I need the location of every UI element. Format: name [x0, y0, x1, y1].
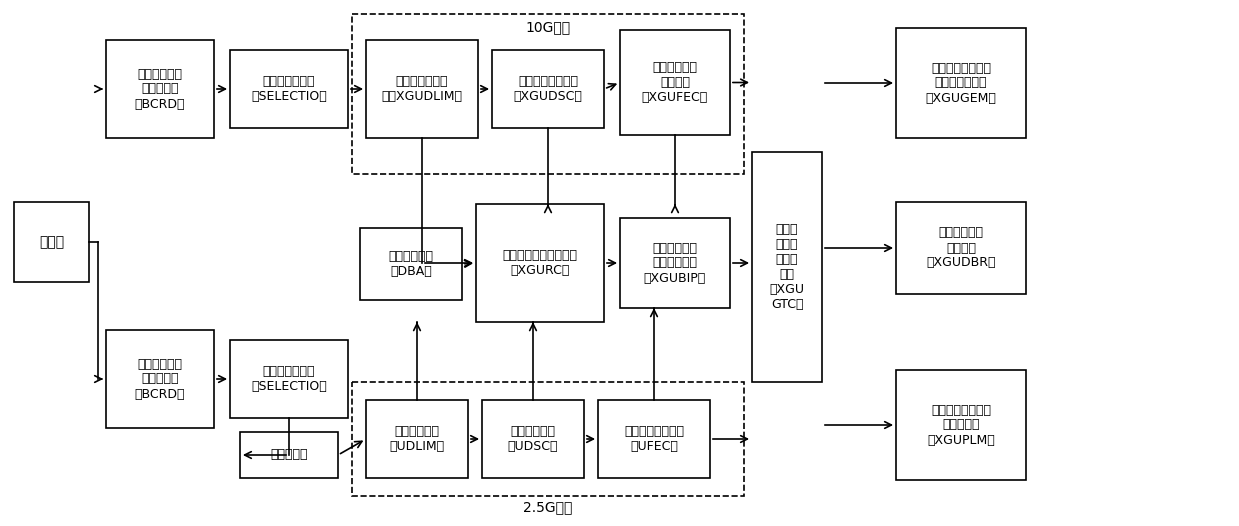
Text: 上行前向纠错单元
（UFEC）: 上行前向纠错单元 （UFEC） — [624, 425, 684, 453]
Text: 万兆上行前向
纠错单元
（XGUFEC）: 万兆上行前向 纠错单元 （XGUFEC） — [642, 61, 709, 104]
Text: 万兆无源光网络封
装方式解帧单元
（XGUGEM）: 万兆无源光网络封 装方式解帧单元 （XGUGEM） — [926, 62, 996, 105]
Bar — [492, 50, 603, 128]
Text: 万兆上行接收控制单元
（XGURC）: 万兆上行接收控制单元 （XGURC） — [503, 249, 577, 277]
Bar — [896, 370, 1026, 480]
Bar — [352, 14, 743, 174]
Bar — [752, 152, 821, 382]
Bar — [230, 50, 348, 128]
Text: 差分转单端单元
（SELECTIO）: 差分转单端单元 （SELECTIO） — [252, 75, 327, 103]
Bar — [598, 400, 710, 478]
Text: 上行突发时钟
和数据恢复
（BCRD）: 上行突发时钟 和数据恢复 （BCRD） — [135, 358, 186, 400]
Text: 光模块: 光模块 — [38, 235, 64, 249]
Text: 10G通路: 10G通路 — [525, 20, 571, 34]
Text: 带宽动态分配
（DBA）: 带宽动态分配 （DBA） — [389, 250, 434, 278]
Bar — [896, 28, 1026, 138]
Text: 降采样单元: 降采样单元 — [270, 449, 307, 461]
Bar — [14, 202, 89, 282]
Bar — [107, 40, 214, 138]
Bar — [230, 340, 348, 418]
Text: 上行突发时钟
和数据恢复
（BCRD）: 上行突发时钟 和数据恢复 （BCRD） — [135, 67, 186, 110]
Bar — [240, 432, 338, 478]
Bar — [620, 218, 730, 308]
Text: 万兆上行比特
间插奇偶校验
（XGUBIP）: 万兆上行比特 间插奇偶校验 （XGUBIP） — [644, 241, 706, 285]
Bar — [352, 382, 743, 496]
Text: 万兆上行定界单
元（XGUDLIM）: 万兆上行定界单 元（XGUDLIM） — [382, 75, 462, 103]
Bar — [366, 40, 478, 138]
Bar — [361, 228, 462, 300]
Text: 上行解扰单元
（UDSC）: 上行解扰单元 （UDSC） — [508, 425, 559, 453]
Text: 万兆上行动态
带宽报告
（XGUDBR）: 万兆上行动态 带宽报告 （XGUDBR） — [927, 227, 996, 269]
Text: 2.5G通路: 2.5G通路 — [523, 500, 572, 514]
Bar — [482, 400, 584, 478]
Bar — [107, 330, 214, 428]
Bar — [620, 30, 730, 135]
Bar — [896, 202, 1026, 294]
Text: 上行定界单元
（UDLIM）: 上行定界单元 （UDLIM） — [389, 425, 445, 453]
Text: 万兆无
源光网
络传输
汇聚
（XGU
GTC）: 万兆无 源光网 络传输 汇聚 （XGU GTC） — [769, 223, 804, 311]
Bar — [366, 400, 468, 478]
Text: 差分转单端单元
（SELECTIO）: 差分转单端单元 （SELECTIO） — [252, 365, 327, 393]
Bar — [476, 204, 603, 322]
Text: 万兆上行解扰单元
（XGUDSC）: 万兆上行解扰单元 （XGUDSC） — [513, 75, 582, 103]
Text: 万兆上行物理层操
作管理维护
（XGUPLM）: 万兆上行物理层操 作管理维护 （XGUPLM） — [927, 403, 995, 447]
